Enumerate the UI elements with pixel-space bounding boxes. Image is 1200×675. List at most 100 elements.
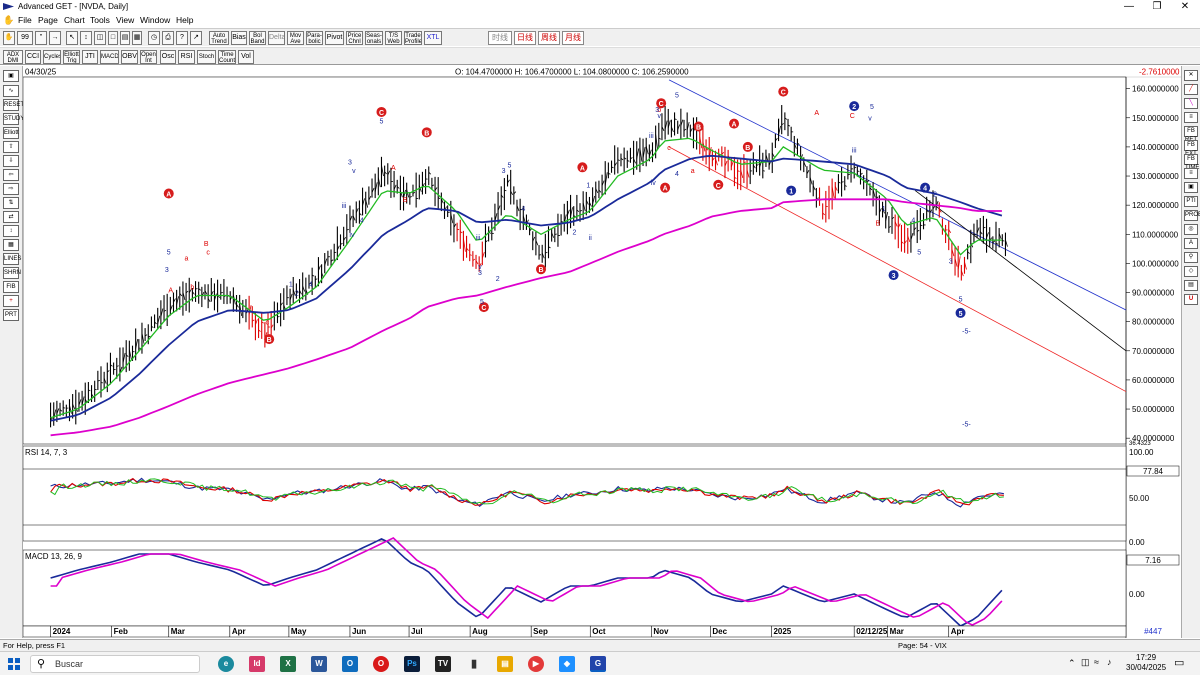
obv-button[interactable]: OBV [121, 50, 138, 64]
clock-time[interactable]: 17:29 [1136, 653, 1157, 662]
target-icon[interactable]: ◎ [1184, 224, 1198, 235]
chart-svg[interactable]: 04/30/25 O: 104.4700000 H: 106.4700000 L… [22, 66, 1181, 638]
mov-ave-button[interactable]: Mov Ave [287, 31, 304, 45]
xtl-button[interactable]: XTL [424, 31, 442, 45]
adx-dmi-button[interactable]: ADX DMI [3, 50, 23, 64]
restore-button[interactable]: ❐ [1152, 1, 1162, 12]
open-icon[interactable]: ▤ [120, 31, 130, 45]
scale-icon[interactable]: ↕ [3, 225, 19, 237]
search-box[interactable]: ⚲ Buscar [30, 655, 200, 673]
price-panel[interactable] [22, 76, 1127, 445]
lines-icon[interactable]: ≡ [1184, 168, 1198, 179]
print-icon[interactable]: ⎙ [162, 31, 174, 45]
expand-icon[interactable]: ⇄ [3, 211, 19, 223]
jti-button[interactable]: JTI [82, 50, 98, 64]
help-icon[interactable]: ? [176, 31, 188, 45]
table-icon[interactable]: ▤ [1184, 280, 1198, 291]
menu-file[interactable]: File [18, 15, 32, 25]
diamond-icon[interactable]: ◇ [1184, 266, 1198, 277]
menu-chart[interactable]: Chart [64, 15, 85, 25]
menu-page[interactable]: Page [38, 15, 58, 25]
excel-icon[interactable]: X [280, 656, 296, 672]
delta-button[interactable]: Delta [268, 31, 285, 45]
rsi-button[interactable]: RSI [178, 50, 195, 64]
bol-band-button[interactable]: Bol Band [249, 31, 266, 45]
clock-date[interactable]: 30/04/2025 [1126, 663, 1167, 672]
weekly-button[interactable]: 周线 [538, 31, 560, 45]
time-count-button[interactable]: Time Count [218, 50, 236, 64]
opera-icon[interactable]: O [373, 656, 389, 672]
outlook-icon[interactable]: O [342, 656, 358, 672]
chart-99-icon[interactable]: 99 [17, 31, 33, 45]
word-icon[interactable]: W [311, 656, 327, 672]
stoch-button[interactable]: Stoch [197, 50, 216, 64]
down-arrow-icon[interactable]: ⇩ [3, 155, 19, 167]
up-arrow-icon[interactable]: ⇧ [3, 141, 19, 153]
trade-profile-button[interactable]: Trade Profile [404, 31, 422, 45]
cursor-icon[interactable]: ↕ [80, 31, 92, 45]
reset-button[interactable]: RESET [3, 99, 24, 111]
intraday-button[interactable]: 时线 [488, 31, 512, 45]
network-icon[interactable]: ◫ [1081, 657, 1090, 667]
photoshop-icon[interactable]: Ps [404, 656, 420, 672]
app-blue-icon[interactable]: ◆ [559, 656, 575, 672]
candles-icon[interactable]: ▮ [466, 656, 482, 672]
bias-button[interactable]: Bias [231, 31, 247, 45]
save-icon[interactable]: ▦ [132, 31, 142, 45]
ts-web-button[interactable]: T/S Web [385, 31, 402, 45]
fib-time-button[interactable]: FB TIME [1184, 154, 1199, 171]
what-is-icon[interactable]: ↗ [190, 31, 202, 45]
close-button[interactable]: ✕ [1180, 1, 1190, 12]
chart-tool-icon[interactable]: ∿ [3, 85, 19, 97]
new-icon[interactable]: □ [108, 31, 118, 45]
study-button[interactable]: STUDY [3, 113, 24, 125]
trendline-icon[interactable]: ╱ [1184, 84, 1198, 95]
right-arrow-icon[interactable]: ⇨ [3, 183, 19, 195]
notifications-icon[interactable]: ▭ [1174, 657, 1185, 669]
pointer-icon[interactable]: ↖ [66, 31, 78, 45]
undo-button[interactable]: U [1184, 294, 1198, 305]
menu-view[interactable]: View [116, 15, 135, 25]
advanced-get-taskbar-icon[interactable]: G [590, 656, 606, 672]
fib-ret-button[interactable]: FB RET [1184, 126, 1198, 143]
fib-ext-button[interactable]: FB EXT [1184, 140, 1198, 157]
edge-icon[interactable]: e [218, 656, 234, 672]
clock-icon[interactable]: ◷ [148, 31, 160, 45]
file-explorer-icon[interactable]: ▤ [497, 656, 513, 672]
macd-button[interactable]: MACD [100, 50, 119, 64]
menu-help[interactable]: Help [176, 15, 194, 25]
menu-window[interactable]: Window [140, 15, 171, 25]
crosshair-icon[interactable]: + [3, 295, 19, 307]
seasonals-button[interactable]: Seas-onals [365, 31, 383, 45]
daily-button[interactable]: 日线 [514, 31, 536, 45]
line-tool-icon[interactable]: ╲ [1184, 98, 1198, 109]
chart-area[interactable]: 04/30/25 O: 104.4700000 H: 106.4700000 L… [22, 66, 1181, 638]
tray-chevron-icon[interactable]: ⌃ [1068, 658, 1076, 668]
app-red-icon[interactable]: ▶ [528, 656, 544, 672]
indesign-icon[interactable]: Id [249, 656, 265, 672]
box-icon[interactable]: ▣ [1184, 182, 1198, 193]
minimize-button[interactable]: — [1124, 1, 1134, 12]
cci-button[interactable]: CCI [25, 50, 41, 64]
monthly-button[interactable]: 月线 [562, 31, 584, 45]
left-arrow-icon[interactable]: ⇦ [3, 169, 19, 181]
pti-button[interactable]: PTI [1184, 196, 1198, 207]
auto-trend-button[interactable]: Auto Trend [209, 31, 229, 45]
fib-button[interactable]: FIB [3, 281, 19, 293]
open-int-button[interactable]: Open Int [140, 50, 157, 64]
delete-icon[interactable]: ✕ [1184, 70, 1198, 81]
windows-start-icon[interactable] [8, 658, 20, 670]
osc-button[interactable]: Osc [160, 50, 176, 64]
folder-icon[interactable]: ▣ [3, 70, 19, 82]
channel-icon[interactable]: ≡ [1184, 112, 1198, 123]
lines-button[interactable]: LINES [3, 253, 21, 265]
grid-icon[interactable]: ▦ [3, 239, 19, 251]
menu-tools[interactable]: Tools [90, 15, 110, 25]
vol-button[interactable]: Vol [238, 50, 254, 64]
print-tool-icon[interactable]: PRT [3, 309, 19, 321]
tradingview-icon[interactable]: TV [435, 656, 451, 672]
price-channel[interactable] [668, 79, 1127, 392]
cycles-button[interactable]: Cycles [43, 50, 61, 64]
hand-icon[interactable]: ✋ [3, 15, 15, 25]
shrn-button[interactable]: SHRN [3, 267, 21, 279]
